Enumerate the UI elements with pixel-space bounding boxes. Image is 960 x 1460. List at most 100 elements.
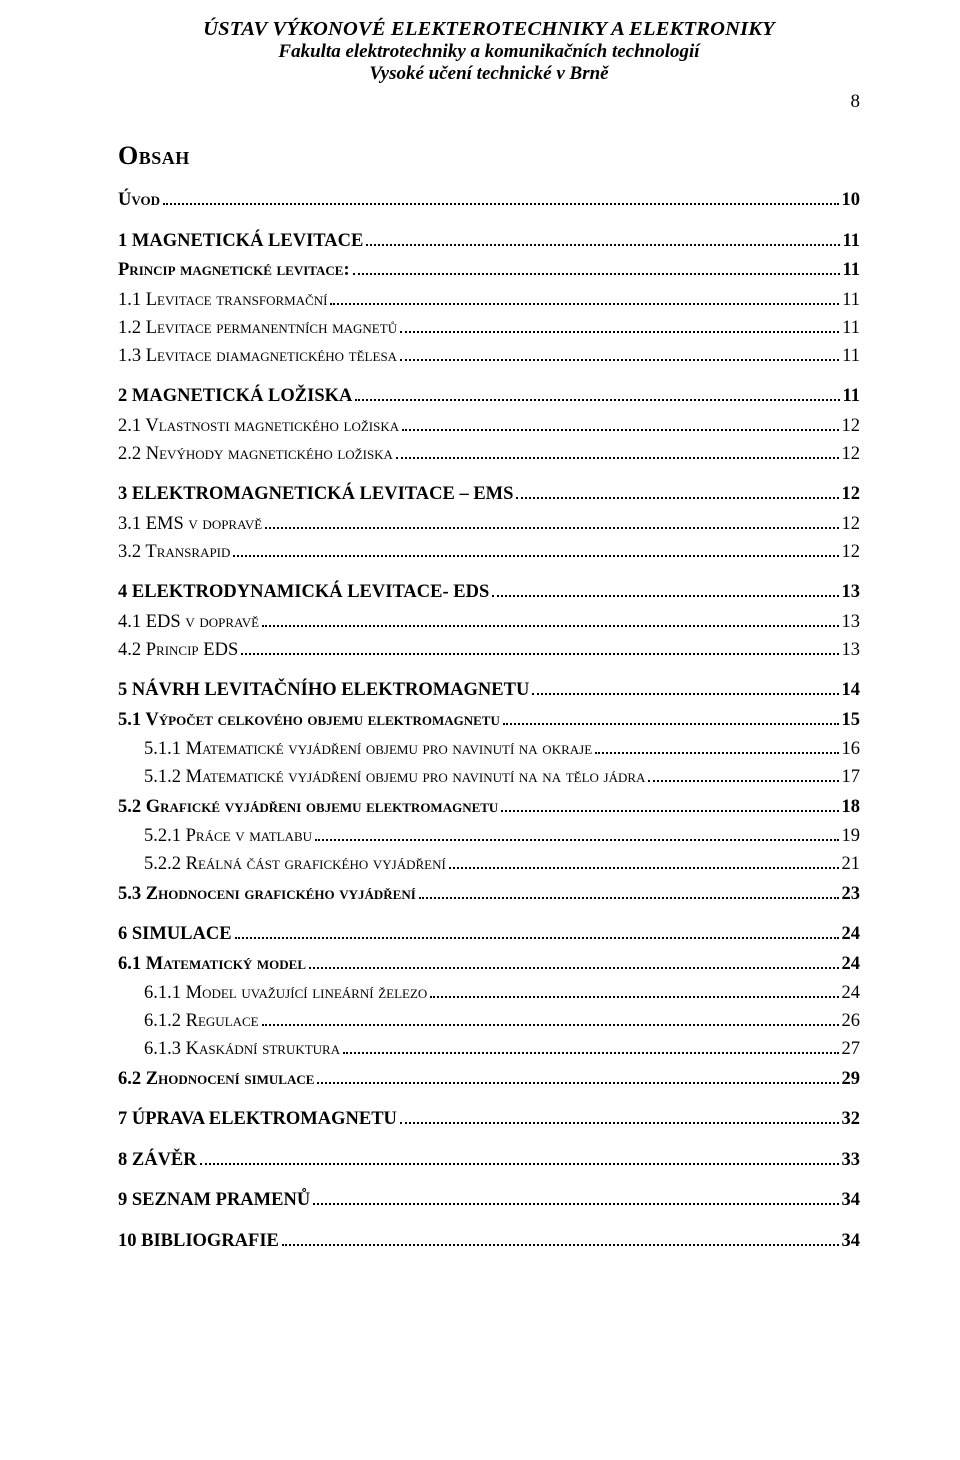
toc-entry-label: 1.2 Levitace permanentních magnetů <box>118 319 397 338</box>
toc-leader-dots <box>233 555 838 557</box>
toc-entry-label: 5.2.2 Reálná část grafického vyjádření <box>144 855 446 874</box>
toc-leader-dots <box>532 693 838 695</box>
toc-entry-label: 2.1 Vlastnosti magnetického ložiska <box>118 417 399 436</box>
toc-entry-page: 11 <box>842 347 860 366</box>
toc-entry-label: 3 ELEKTROMAGNETICKÁ LEVITACE – EMS <box>118 485 513 504</box>
header-faculty: Fakulta elektrotechniky a komunikačních … <box>118 41 860 63</box>
toc-entry-label: 10 BIBLIOGRAFIE <box>118 1232 279 1251</box>
toc-entry: Úvod 10 <box>118 191 860 210</box>
toc-entry-page: 34 <box>842 1232 861 1251</box>
toc-leader-dots <box>309 967 838 969</box>
toc-leader-dots <box>492 595 838 597</box>
toc-entry: 5.3 Zhodnoceni grafického vyjádření 23 <box>118 885 860 904</box>
toc-entry: 1.2 Levitace permanentních magnetů11 <box>118 319 860 338</box>
toc-entry: 4.2 Princip EDS 13 <box>118 641 860 660</box>
toc-entry: 6.1.3 Kaskádní struktura 27 <box>118 1040 860 1059</box>
toc-entry-label: 4 ELEKTRODYNAMICKÁ LEVITACE- EDS <box>118 583 489 602</box>
toc-entry-label: 1 MAGNETICKÁ LEVITACE <box>118 232 363 251</box>
toc-leader-dots <box>262 1024 839 1026</box>
toc-leader-dots <box>449 867 839 869</box>
toc-entry: 2.2 Nevýhody magnetického ložiska 12 <box>118 445 860 464</box>
toc-entry-label: 6.2 Zhodnocení simulace <box>118 1070 314 1089</box>
header-institute: ÚSTAV VÝKONOVÉ ELEKTEROTECHNIKY A ELEKTR… <box>118 18 860 41</box>
toc-leader-dots <box>343 1052 838 1054</box>
toc-entry: 6.1 Matematický model 24 <box>118 955 860 974</box>
toc-entry: 6.2 Zhodnocení simulace29 <box>118 1070 860 1089</box>
toc-entry-page: 10 <box>842 191 861 210</box>
toc-entry-page: 11 <box>843 261 860 280</box>
toc-entry: 4.1 EDS v dopravě13 <box>118 613 860 632</box>
toc-entry-label: 5 NÁVRH LEVITAČNÍHO ELEKTROMAGNETU <box>118 681 529 700</box>
toc-entry: 3.1 EMS v dopravě12 <box>118 515 860 534</box>
toc-entry-page: 15 <box>842 711 861 730</box>
toc-entry-label: 2.2 Nevýhody magnetického ložiska <box>118 445 393 464</box>
toc-entry-label: 6.1.1 Model uvažující lineární železo <box>144 984 427 1003</box>
toc-leader-dots <box>402 429 838 431</box>
toc-entry: 2.1 Vlastnosti magnetického ložiska 12 <box>118 417 860 436</box>
toc-entry: 3 ELEKTROMAGNETICKÁ LEVITACE – EMS12 <box>118 485 860 504</box>
toc-leader-dots <box>241 653 838 655</box>
toc-entry: Princip magnetické levitace:11 <box>118 261 860 280</box>
toc-entry: 6.1.2 Regulace26 <box>118 1012 860 1031</box>
toc-leader-dots <box>648 780 838 782</box>
toc-leader-dots <box>400 331 839 333</box>
toc-leader-dots <box>282 1244 839 1246</box>
toc-entry: 1.1 Levitace transformační11 <box>118 291 860 310</box>
toc-entry: 6 SIMULACE 24 <box>118 925 860 944</box>
toc-entry-page: 24 <box>842 955 861 974</box>
toc-entry-page: 13 <box>842 641 861 660</box>
toc-leader-dots <box>419 897 839 899</box>
toc-entry-label: Úvod <box>118 191 160 210</box>
toc-entry-page: 12 <box>842 543 861 562</box>
toc-entry-label: 1.3 Levitace diamagnetického tělesa <box>118 347 397 366</box>
toc-entry-page: 21 <box>842 855 861 874</box>
toc-entry-label: 5.3 Zhodnoceni grafického vyjádření <box>118 885 416 904</box>
toc-entry: 5.1 Výpočet celkového objemu elektromagn… <box>118 711 860 730</box>
toc-leader-dots <box>503 723 839 725</box>
toc-leader-dots <box>163 203 839 205</box>
toc-leader-dots <box>595 752 838 754</box>
toc-entry-page: 19 <box>842 827 861 846</box>
toc-entry: 2 MAGNETICKÁ LOŽISKA11 <box>118 387 860 406</box>
toc-entry-page: 24 <box>842 984 861 1003</box>
toc-entry: 4 ELEKTRODYNAMICKÁ LEVITACE- EDS13 <box>118 583 860 602</box>
toc-entry-label: 5.1.2 Matematické vyjádření objemu pro n… <box>144 768 645 787</box>
toc-entry-page: 14 <box>842 681 861 700</box>
toc-leader-dots <box>396 457 839 459</box>
toc-entry-page: 12 <box>842 445 861 464</box>
toc-entry: 1.3 Levitace diamagnetického tělesa 11 <box>118 347 860 366</box>
toc-leader-dots <box>400 359 839 361</box>
toc-entry: 7 ÚPRAVA ELEKTROMAGNETU32 <box>118 1110 860 1129</box>
toc-entry: 10 BIBLIOGRAFIE 34 <box>118 1232 860 1251</box>
toc-entry-label: 5.1.1 Matematické vyjádření objemu pro n… <box>144 740 592 759</box>
toc-entry-label: 5.2 Grafické vyjádřeni objemu elektromag… <box>118 798 498 817</box>
toc-entry-page: 27 <box>842 1040 861 1059</box>
toc-entry: 6.1.1 Model uvažující lineární železo 24 <box>118 984 860 1003</box>
toc-entry-page: 24 <box>842 925 861 944</box>
toc-entry-page: 23 <box>842 885 861 904</box>
toc-entry: 5.2 Grafické vyjádřeni objemu elektromag… <box>118 798 860 817</box>
toc-leader-dots <box>353 273 840 275</box>
toc-entry-label: 6.1.3 Kaskádní struktura <box>144 1040 340 1059</box>
toc-entry-label: 4.2 Princip EDS <box>118 641 238 660</box>
toc-leader-dots <box>200 1163 839 1165</box>
toc-leader-dots <box>516 497 838 499</box>
toc-entry: 1 MAGNETICKÁ LEVITACE11 <box>118 232 860 251</box>
toc-entry-page: 11 <box>843 387 860 406</box>
toc-entry-page: 17 <box>842 768 861 787</box>
toc-entry: 5.2.2 Reálná část grafického vyjádření 21 <box>118 855 860 874</box>
table-of-contents: Úvod101 MAGNETICKÁ LEVITACE11Princip mag… <box>118 191 860 1250</box>
toc-title: Obsah <box>118 141 860 171</box>
toc-entry-label: 5.1 Výpočet celkového objemu elektromagn… <box>118 711 500 730</box>
toc-leader-dots <box>262 625 838 627</box>
toc-entry-page: 33 <box>842 1151 861 1170</box>
toc-entry-page: 12 <box>842 417 861 436</box>
toc-leader-dots <box>355 399 839 401</box>
toc-entry-page: 34 <box>842 1191 861 1210</box>
toc-entry-label: 6 SIMULACE <box>118 925 232 944</box>
toc-entry-page: 11 <box>842 291 860 310</box>
toc-leader-dots <box>313 1203 838 1205</box>
toc-entry-label: 6.1 Matematický model <box>118 955 306 974</box>
toc-leader-dots <box>366 244 839 246</box>
toc-leader-dots <box>235 937 839 939</box>
